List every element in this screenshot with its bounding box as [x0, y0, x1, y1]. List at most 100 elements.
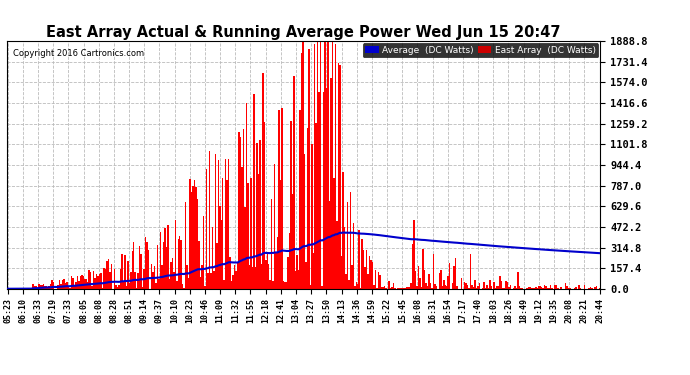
- Bar: [166, 247, 167, 289]
- Bar: [41, 285, 43, 289]
- Bar: [126, 286, 127, 289]
- Bar: [235, 271, 237, 289]
- Bar: [388, 281, 390, 289]
- Bar: [532, 288, 533, 289]
- Bar: [314, 44, 315, 289]
- Bar: [335, 44, 336, 289]
- Bar: [146, 242, 148, 289]
- Bar: [413, 220, 415, 289]
- Bar: [177, 239, 179, 289]
- Bar: [560, 287, 562, 289]
- Bar: [465, 283, 466, 289]
- Bar: [510, 285, 511, 289]
- Bar: [213, 271, 215, 289]
- Bar: [102, 288, 103, 289]
- Bar: [207, 273, 208, 289]
- Bar: [424, 270, 425, 289]
- Bar: [513, 288, 514, 289]
- Bar: [542, 288, 544, 289]
- Bar: [425, 284, 426, 289]
- Bar: [175, 220, 176, 289]
- Bar: [439, 273, 440, 289]
- Bar: [428, 274, 430, 289]
- Bar: [37, 288, 38, 289]
- Bar: [320, 41, 322, 289]
- Bar: [337, 63, 339, 289]
- Bar: [179, 236, 181, 289]
- Bar: [381, 287, 382, 289]
- Bar: [210, 273, 212, 289]
- Bar: [409, 287, 411, 289]
- Bar: [83, 276, 84, 289]
- Bar: [139, 246, 141, 289]
- Bar: [198, 241, 200, 289]
- Bar: [280, 180, 282, 289]
- Bar: [371, 260, 372, 289]
- Bar: [518, 272, 519, 289]
- Bar: [77, 276, 78, 289]
- Bar: [265, 260, 266, 289]
- Bar: [72, 279, 74, 289]
- Bar: [453, 266, 455, 289]
- Bar: [200, 277, 201, 289]
- Bar: [195, 187, 197, 289]
- Bar: [323, 92, 324, 289]
- Bar: [479, 284, 480, 289]
- Bar: [87, 282, 88, 289]
- Bar: [241, 166, 243, 289]
- Bar: [231, 282, 233, 289]
- Bar: [66, 282, 68, 289]
- Bar: [345, 274, 346, 289]
- Bar: [319, 92, 320, 289]
- Bar: [109, 272, 110, 289]
- Bar: [275, 253, 277, 289]
- Bar: [206, 169, 207, 289]
- Bar: [53, 282, 55, 289]
- Bar: [221, 220, 222, 289]
- Bar: [255, 267, 256, 289]
- Bar: [399, 288, 400, 289]
- Bar: [464, 282, 465, 289]
- Bar: [466, 285, 469, 289]
- Legend: Average  (DC Watts), East Array  (DC Watts): Average (DC Watts), East Array (DC Watts…: [362, 43, 598, 57]
- Bar: [191, 192, 193, 289]
- Bar: [228, 159, 229, 289]
- Bar: [456, 285, 458, 289]
- Bar: [336, 221, 337, 289]
- Bar: [86, 279, 87, 289]
- Bar: [283, 280, 284, 289]
- Bar: [261, 264, 262, 289]
- Bar: [304, 154, 305, 289]
- Bar: [406, 287, 407, 289]
- Bar: [544, 285, 545, 289]
- Bar: [354, 286, 355, 289]
- Bar: [274, 164, 275, 289]
- Bar: [119, 269, 121, 289]
- Bar: [277, 237, 278, 289]
- Bar: [225, 159, 226, 289]
- Bar: [493, 282, 495, 289]
- Bar: [418, 266, 420, 289]
- Bar: [564, 283, 566, 289]
- Bar: [35, 286, 37, 289]
- Bar: [394, 288, 395, 289]
- Bar: [502, 288, 504, 289]
- Bar: [248, 265, 250, 289]
- Bar: [393, 283, 394, 289]
- Bar: [253, 94, 255, 289]
- Bar: [326, 88, 327, 289]
- Bar: [350, 192, 351, 289]
- Bar: [204, 286, 206, 289]
- Bar: [188, 279, 189, 289]
- Bar: [262, 73, 264, 289]
- Bar: [416, 286, 418, 289]
- Bar: [152, 272, 154, 289]
- Bar: [488, 288, 489, 289]
- Bar: [282, 108, 283, 289]
- Bar: [363, 250, 364, 289]
- Bar: [366, 249, 367, 289]
- Bar: [158, 279, 159, 289]
- Bar: [222, 178, 224, 289]
- Bar: [135, 272, 136, 289]
- Bar: [167, 225, 168, 289]
